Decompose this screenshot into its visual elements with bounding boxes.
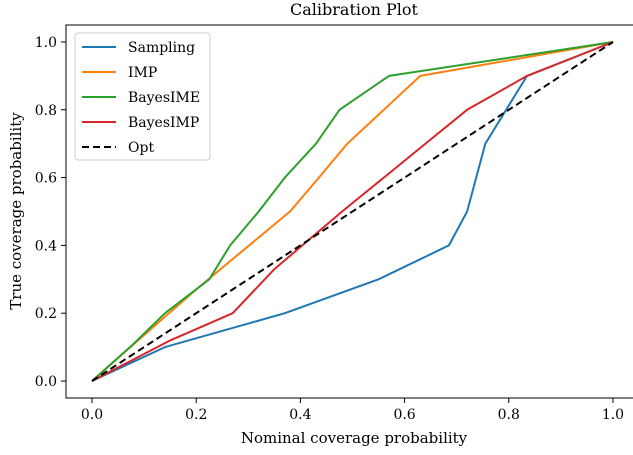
legend-label-bayesimp: BayesIMP <box>128 115 199 131</box>
series-line-opt <box>91 41 614 382</box>
plot-frame <box>65 24 633 399</box>
x-tick-label: 0.2 <box>185 407 207 423</box>
legend-label-imp: IMP <box>128 65 157 81</box>
y-tick-label: 0.8 <box>35 103 57 119</box>
y-tick-label: 1.0 <box>35 35 57 51</box>
x-axis-ticks: 0.0 0.2 0.4 0.6 0.8 1.0 <box>81 398 624 423</box>
legend-frame <box>74 32 211 161</box>
series-line-bayesimp <box>91 41 614 382</box>
series-line-bayesime <box>91 41 614 382</box>
series-layer <box>91 41 614 382</box>
y-axis-ticks: 0.0 0.2 0.4 0.6 0.8 1.0 <box>35 35 66 390</box>
legend-label-opt: Opt <box>128 140 154 156</box>
x-tick-label: 1.0 <box>602 407 624 423</box>
x-tick-label: 0.4 <box>289 407 311 423</box>
y-tick-label: 0.6 <box>35 171 57 187</box>
y-tick-label: 0.0 <box>35 374 57 390</box>
x-axis-label: Nominal coverage probability <box>241 429 468 447</box>
x-tick-label: 0.8 <box>498 407 520 423</box>
series-line-imp <box>91 41 614 382</box>
legend-label-sampling: Sampling <box>128 40 195 56</box>
y-tick-label: 0.2 <box>35 306 57 322</box>
chart-title: Calibration Plot <box>290 0 419 19</box>
y-axis-label: True coverage probability <box>7 112 25 310</box>
legend: Sampling IMP BayesIME BayesIMP Opt <box>74 32 211 161</box>
y-tick-label: 0.4 <box>35 238 57 254</box>
x-tick-label: 0.0 <box>81 407 103 423</box>
legend-label-bayesime: BayesIME <box>128 90 200 106</box>
series-line-sampling <box>91 41 614 382</box>
x-tick-label: 0.6 <box>393 407 415 423</box>
